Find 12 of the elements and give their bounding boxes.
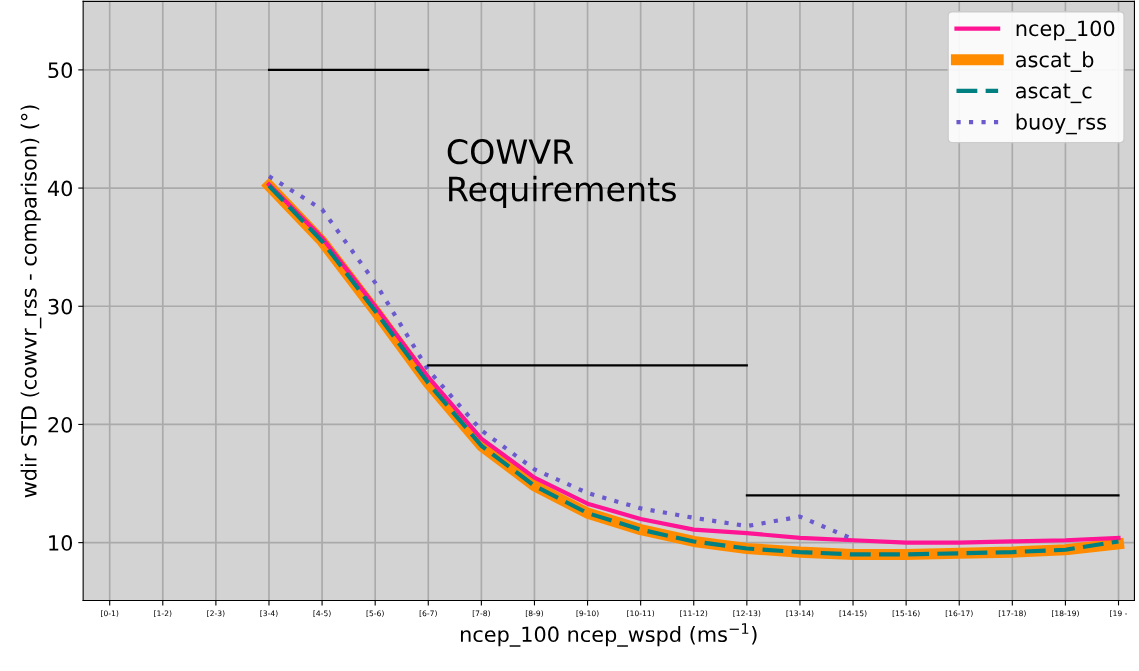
y-axis-title: wdir STD (cowvr_rss - comparison) (°)	[20, 105, 42, 498]
legend-label: ascat_b	[1016, 51, 1094, 72]
y-tick-label: 40	[47, 180, 73, 197]
x-axis-title: ncep_100 ncep_wspd (ms$^{−1}$)	[461, 623, 757, 647]
y-tick-label: 50	[48, 62, 73, 79]
legend-label: ncep_100	[1016, 20, 1115, 41]
y-tick-label: 10	[49, 535, 73, 551]
annotation: COWVR Requirements	[447, 139, 676, 209]
legend-label: buoy_rss	[1016, 113, 1106, 135]
y-tick-label: 20	[48, 416, 73, 433]
y-tick-label: 30	[48, 298, 73, 315]
legend-label: ascat_c	[1016, 83, 1092, 104]
